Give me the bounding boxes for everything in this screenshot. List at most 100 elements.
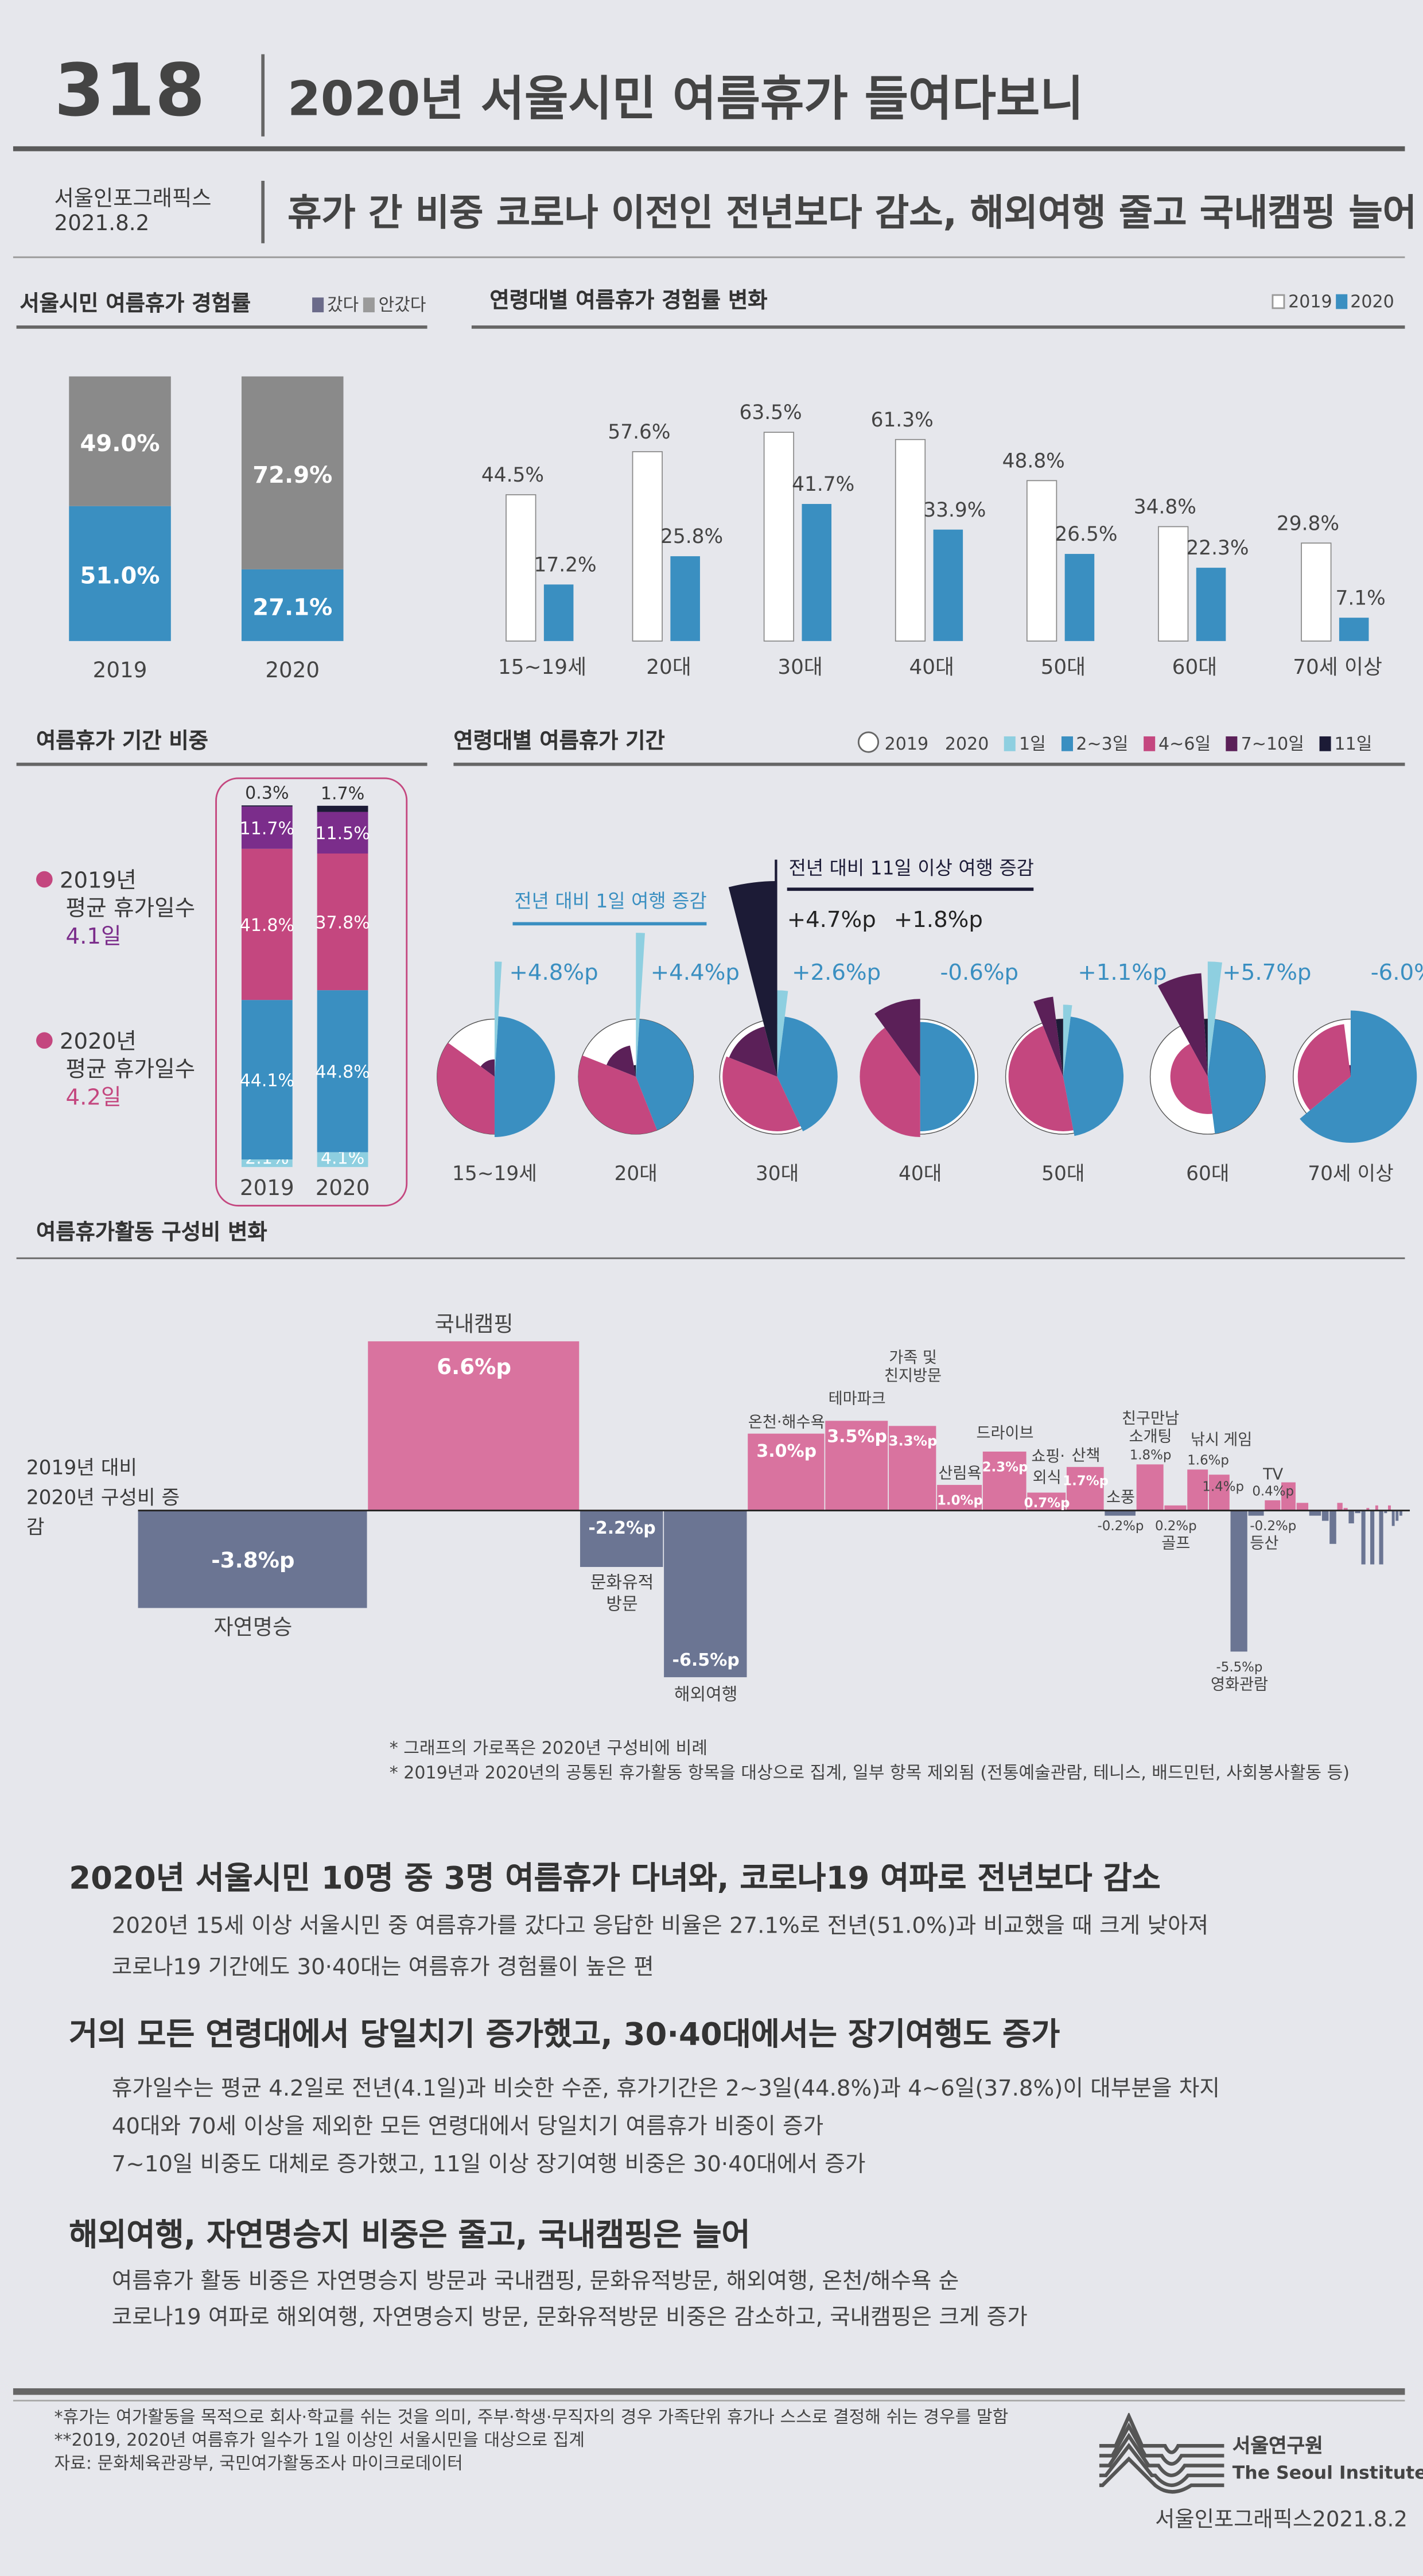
bar-2019 — [632, 451, 663, 642]
activity-bar — [1361, 1510, 1366, 1565]
x-tick-label: 20대 — [646, 655, 691, 679]
summary-line: 40대와 70세 이상을 제외한 모든 연령대에서 당일치기 여름휴가 비중이 … — [111, 2113, 824, 2140]
pie-slice-2-3days — [1300, 1010, 1417, 1143]
x-tick-label: 40대 — [909, 655, 954, 679]
section-title: 연령대별 여름휴가 경험률 변화 — [489, 289, 768, 314]
bar-segment-7~10일 — [241, 806, 293, 849]
one-day-change-label: -0.6%p — [940, 960, 1018, 986]
bar-2020 — [933, 529, 963, 641]
bar-segment-not-went — [241, 376, 344, 569]
data-label: -3.8%p — [211, 1547, 294, 1573]
activity-bar — [138, 1510, 367, 1608]
x-tick-label: 2019 — [240, 1175, 294, 1200]
footer-divider — [13, 2400, 1405, 2402]
category-label: 영화관람 — [1211, 1675, 1268, 1693]
activity-bar — [937, 1485, 982, 1511]
data-label: 3.3%p — [889, 1433, 938, 1449]
section-title: 여름휴가활동 구성비 변화 — [36, 1221, 267, 1246]
average-value: 4.1일 — [65, 924, 122, 951]
annotation: 전년 대비 11일 이상 여행 증감 — [789, 856, 1034, 879]
one-day-change-label: +1.1%p — [1078, 960, 1167, 986]
activity-bar — [1370, 1510, 1375, 1565]
data-label-2020: 17.2% — [534, 553, 597, 576]
seoul-institute-logo-icon — [1099, 2412, 1224, 2494]
data-label: 41.8% — [240, 915, 294, 936]
data-label: -6.5%p — [672, 1650, 740, 1670]
footer-credit: 서울인포그래픽스2021.8.2 — [1155, 2508, 1408, 2533]
data-label: 0.7%p — [1024, 1496, 1070, 1511]
summary-heading: 거의 모든 연령대에서 당일치기 증가했고, 30·40대에서는 장기여행도 증… — [69, 2016, 1060, 2053]
activity-bar — [1208, 1475, 1230, 1511]
activity-bar — [1230, 1510, 1247, 1652]
x-tick-label: 70세 이상 — [1308, 1162, 1393, 1185]
data-label-2019: 63.5% — [739, 401, 802, 424]
chart-note: * 그래프의 가로폭은 2020년 구성비에 비례 — [389, 1739, 708, 1759]
x-tick-label: 60대 — [1186, 1162, 1229, 1185]
legend-label: 4~6일 — [1158, 735, 1211, 755]
bar-segment-4~6일 — [241, 848, 293, 1000]
pie-slice-4-6days — [860, 1027, 920, 1137]
data-label-2019: 57.6% — [608, 421, 670, 444]
activity-bar — [1395, 1510, 1399, 1521]
pie-slice-11days — [1056, 1019, 1063, 1077]
legend-swatch — [1335, 294, 1347, 309]
activity-bar — [580, 1510, 663, 1568]
data-label: 0.3% — [245, 783, 289, 804]
data-label-2020: 25.8% — [660, 525, 723, 548]
legend: 2019 2020 — [1262, 293, 1394, 312]
category-label: 친지방문 — [884, 1367, 942, 1385]
category-label: 쇼핑· — [1031, 1448, 1065, 1465]
footer-source: 자료: 문화체육관광부, 국민여가활동조사 마이크로데이터 — [54, 2454, 463, 2474]
page-subtitle: 휴가 간 비중 코로나 이전인 전년보다 감소, 해외여행 줄고 국내캠핑 늘어 — [287, 192, 1417, 235]
bar-segment-11일 — [241, 805, 293, 807]
pie-slice-4-6days — [722, 1056, 801, 1131]
legend-label: 2019 — [884, 735, 929, 755]
bar-segment-went — [241, 569, 344, 641]
highlight-frame — [215, 777, 408, 1206]
footer-divider — [13, 2388, 1405, 2395]
average-2020: 2020년 평균 휴가일수 4.2일 — [36, 1029, 195, 1113]
legend-label: 2020 — [1350, 292, 1394, 313]
pie-slice-7-10days — [874, 999, 920, 1077]
pie-slice-2-3days — [1207, 1019, 1266, 1134]
data-label: 1.7% — [321, 783, 364, 804]
legend-swatch — [857, 731, 880, 753]
bullet-icon — [36, 871, 53, 888]
activity-bar — [888, 1426, 936, 1511]
legend-label: 11일 — [1334, 735, 1373, 755]
category-label: 자연명승 — [213, 1614, 292, 1639]
legend-swatch — [1319, 736, 1331, 751]
legend-label: 갔다 — [326, 296, 359, 316]
data-label: 1.6%p — [1187, 1453, 1229, 1468]
activity-bar — [1384, 1510, 1387, 1514]
average-label: 평균 휴가일수 — [65, 895, 196, 922]
category-label: 방문 — [606, 1594, 637, 1614]
bar-2019 — [763, 432, 795, 642]
category-label: 국내캠핑 — [435, 1312, 514, 1337]
bar-segment-7~10일 — [317, 812, 368, 854]
summary-heading: 해외여행, 자연명승지 비중은 줄고, 국내캠핑은 늘어 — [69, 2217, 751, 2254]
publisher: 서울인포그래픽스 — [54, 187, 212, 212]
data-label-2020: 41.7% — [792, 473, 854, 496]
divider — [16, 325, 427, 328]
one-day-change-label: +5.7%p — [1222, 960, 1311, 986]
pie-slice-7-10days — [1349, 1065, 1351, 1077]
pie-slice-7-10days — [606, 1045, 636, 1077]
x-tick-label: 40대 — [899, 1162, 942, 1185]
activity-bar — [1388, 1505, 1391, 1511]
average-value: 4.2일 — [65, 1085, 122, 1111]
footer-note: *휴가는 여가활동을 목적으로 회사·학교를 쉬는 것을 의미, 주부·학생·무… — [54, 2408, 1009, 2428]
data-label: 0.4%p — [1252, 1484, 1294, 1499]
legend-label: 2019 — [1288, 292, 1332, 313]
pie-slice-2-3days — [494, 1016, 555, 1137]
data-label: 11.5% — [315, 824, 370, 844]
data-label: -5.5%p — [1216, 1660, 1263, 1675]
activity-bar — [1399, 1510, 1402, 1516]
category-label: 가족 및 — [889, 1349, 937, 1367]
average-2019: 2019년 평균 휴가일수 4.1일 — [36, 868, 195, 952]
activity-bar — [1027, 1492, 1066, 1511]
age-experience-chart: 44.5% 17.2% 15~19세 57.6% 25.8% 20대 63.5% 41.7% 3… — [481, 401, 1386, 679]
activity-bar — [1321, 1510, 1329, 1521]
eleven-day-change-label: +4.7%p — [787, 907, 876, 933]
bar-segment-1일 — [241, 1159, 293, 1167]
